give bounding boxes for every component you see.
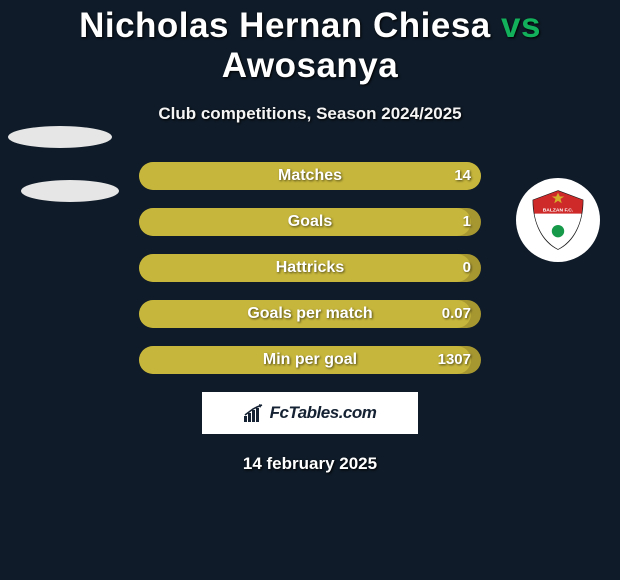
stat-bar-label: Hattricks (139, 254, 481, 282)
stat-bar: Goals1 (139, 208, 481, 236)
stat-bar-value: 14 (454, 162, 471, 190)
comparison-card: Nicholas Hernan Chiesa vs Awosanya Club … (0, 0, 620, 580)
stat-bar-value: 0.07 (442, 300, 471, 328)
subtitle: Club competitions, Season 2024/2025 (0, 104, 620, 124)
club-crest: BALZAN F.C. (516, 178, 600, 262)
balzan-fc-crest-icon: BALZAN F.C. (527, 189, 589, 251)
stat-bar: Min per goal1307 (139, 346, 481, 374)
player1-name: Nicholas Hernan Chiesa (79, 6, 491, 45)
stat-bar-value: 0 (463, 254, 471, 282)
fctables-chart-icon (244, 404, 266, 422)
branding-label: FcTables.com (270, 403, 377, 423)
stat-bar-value: 1 (463, 208, 471, 236)
stat-bar-label: Goals (139, 208, 481, 236)
page-title: Nicholas Hernan Chiesa vs Awosanya (0, 0, 620, 86)
vs-label: vs (491, 6, 541, 45)
branding-box: FcTables.com (202, 392, 418, 434)
stat-bar-label: Min per goal (139, 346, 481, 374)
avatar-placeholder (21, 180, 119, 202)
stat-bar-label: Matches (139, 162, 481, 190)
stat-bars: Matches14 Goals1 Hattricks0 Goals per match… (139, 162, 481, 374)
svg-text:BALZAN F.C.: BALZAN F.C. (543, 207, 574, 213)
stat-bar-label: Goals per match (139, 300, 481, 328)
date-label: 14 february 2025 (0, 454, 620, 474)
stat-bar: Hattricks0 (139, 254, 481, 282)
stat-bar: Matches14 (139, 162, 481, 190)
player2-name: Awosanya (222, 46, 399, 85)
stat-bar: Goals per match0.07 (139, 300, 481, 328)
stat-bar-value: 1307 (438, 346, 471, 374)
avatar-placeholder (8, 126, 112, 148)
